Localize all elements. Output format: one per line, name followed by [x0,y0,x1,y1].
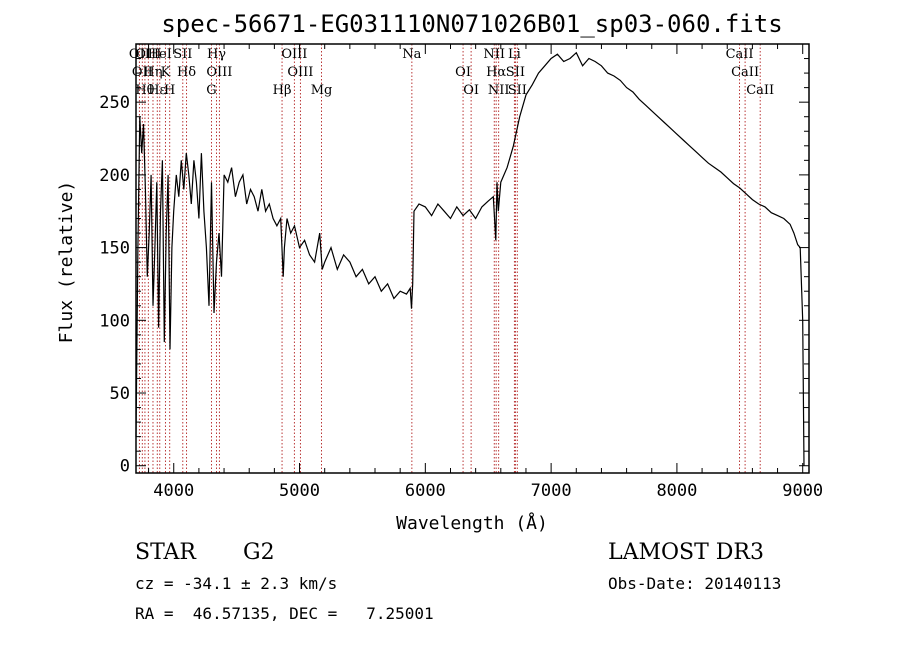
line-label-oii: OII [132,65,153,80]
x-axis-ticks: 4000 5000 6000 7000 8000 9000 [148,44,823,501]
spectral-line-labels: OII OII Hθ OIII Hη Hε HeI KH SII Hδ G Hγ OIII Hβ OIII O… [129,47,774,98]
x-tick-label: 8000 [656,481,697,501]
x-tick-label: 4000 [153,481,194,501]
line-label-nii: NII [488,83,510,98]
line-label-hη: Hη [143,65,162,80]
line-label-hδ: Hδ [177,65,196,80]
line-label-oi: OI [455,65,471,80]
line-label-oii: OII [129,47,150,62]
line-label-oiii: OIII [287,65,313,80]
line-label-oi: OI [463,83,479,98]
y-axis-ticks: 0 50 100 150 200 250 [99,58,809,477]
line-label-hβ: Hβ [273,83,292,98]
spectral-line-markers [138,44,761,473]
y-tick-label: 0 [120,457,130,477]
survey-name: LAMOST DR3 [608,540,764,565]
y-tick-label: 200 [99,166,130,186]
line-label-caii: CaII [726,47,754,62]
x-tick-label: 9000 [782,481,823,501]
y-tick-label: 150 [99,239,130,259]
line-label-hθ: Hθ [135,83,154,98]
line-label-hγ: Hγ [207,47,226,62]
axes-frame [135,43,810,474]
line-label-g: G [206,83,216,98]
line-label-sii: SII [506,65,525,80]
object-subclass: G2 [243,540,275,565]
x-axis-label: Wavelength (Å) [396,512,548,534]
line-label-hα: Hα [486,65,506,80]
line-label-li: Li [508,47,521,62]
line-label-k: K [161,65,171,80]
y-tick-label: 50 [110,384,130,404]
line-label-oiii: OIII [135,47,161,62]
x-tick-label: 7000 [531,481,572,501]
object-class: STAR [135,540,196,565]
line-label-mg: Mg [311,83,333,98]
y-tick-label: 100 [99,311,130,331]
line-label-hei: HeI [148,47,172,62]
line-label-na: Na [402,47,421,62]
x-tick-label: 5000 [279,481,320,501]
line-label-sii: SII [508,83,527,98]
spectrum-line [135,51,805,466]
line-label-oiii: OIII [281,47,307,62]
line-label-caii: CaII [746,83,774,98]
line-label-nii: NII [483,47,505,62]
x-tick-label: 6000 [405,481,446,501]
observation-date: Obs-Date: 20140113 [608,574,782,593]
line-label-caii: CaII [731,65,759,80]
y-tick-label: 250 [99,93,130,113]
line-label-oiii: OIII [206,65,232,80]
line-label-hε: Hε [148,83,166,98]
velocity-readout: cz = -34.1 ± 2.3 km/s [135,574,338,593]
y-axis-label: Flux (relative) [56,181,77,344]
chart-title: spec-56671-EG031110N071026B01_sp03-060.f… [161,10,782,38]
line-label-h: H [164,83,175,98]
line-label-sii: SII [173,47,192,62]
coordinates-readout: RA = 46.57135, DEC = 7.25001 [135,604,434,623]
